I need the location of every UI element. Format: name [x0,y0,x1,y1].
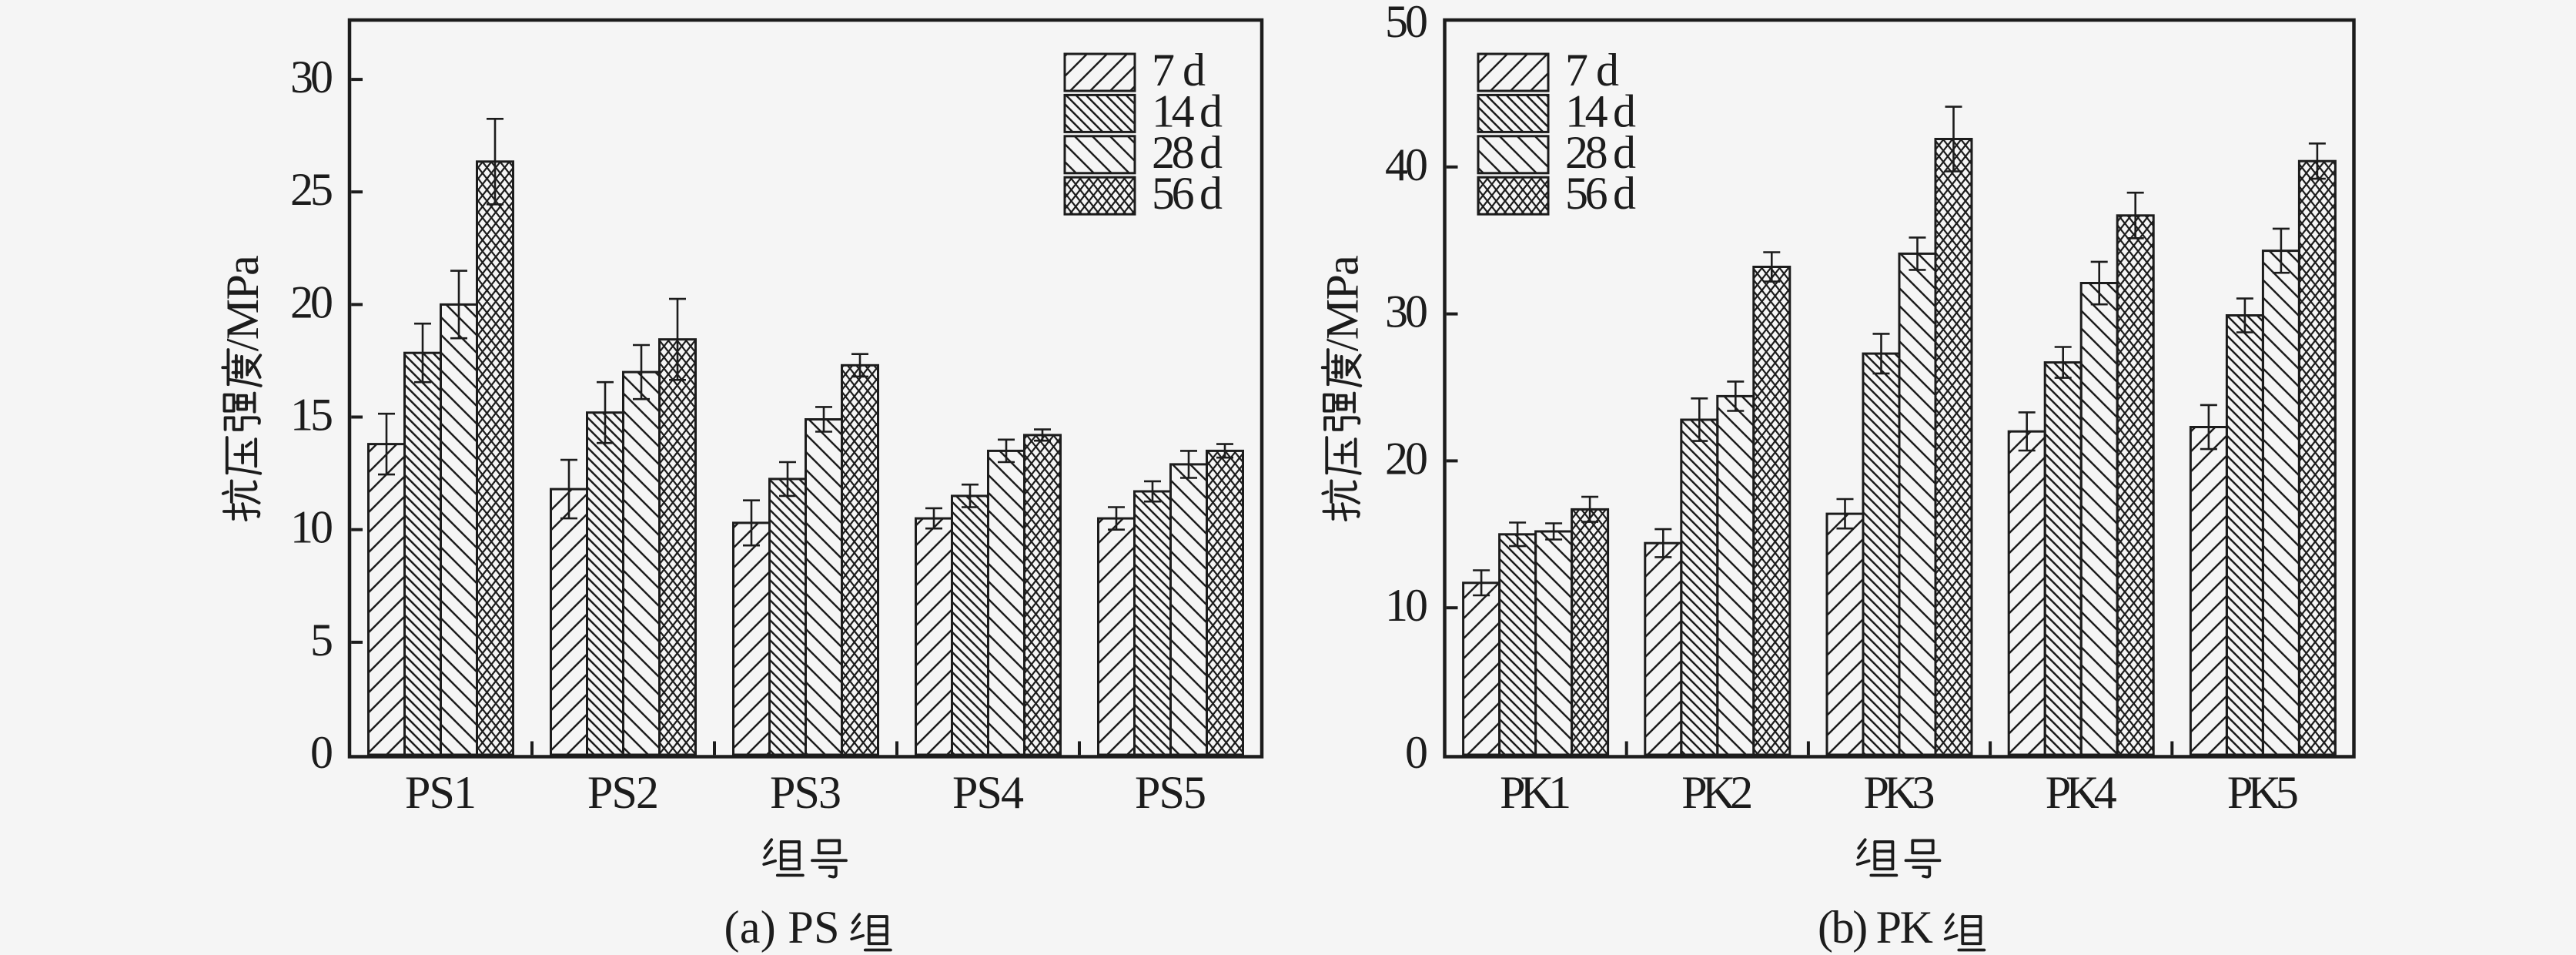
svg-text:14 d: 14 d [1152,85,1223,136]
svg-text:30: 30 [1385,286,1428,337]
svg-text:56 d: 56 d [1152,168,1223,219]
svg-text:7 d: 7 d [1565,45,1619,96]
svg-text:25: 25 [290,164,333,215]
svg-text:0: 0 [1405,727,1428,778]
svg-text:PS1: PS1 [405,767,477,818]
svg-text:14 d: 14 d [1565,85,1636,136]
svg-text:PS3: PS3 [770,767,841,818]
svg-text:PK5: PK5 [2227,767,2299,818]
svg-text:50: 50 [1385,0,1428,47]
svg-text:28 d: 28 d [1152,127,1223,178]
svg-text:20: 20 [290,276,333,327]
svg-text:/MPa: /MPa [1317,255,1368,351]
svg-text:PK3: PK3 [1864,767,1935,818]
svg-text:30: 30 [290,52,333,102]
svg-text:10: 10 [290,502,333,553]
svg-text:PK4: PK4 [2046,767,2117,818]
svg-text:PK1: PK1 [1500,767,1571,818]
svg-text:(a) PS: (a) PS [724,902,840,953]
svg-text:7 d: 7 d [1152,45,1206,96]
svg-text:PS2: PS2 [587,767,659,818]
svg-text:20: 20 [1385,433,1428,484]
svg-text:5: 5 [310,615,333,665]
svg-text:0: 0 [310,727,333,778]
svg-text:28 d: 28 d [1565,127,1636,178]
svg-text:PS4: PS4 [952,767,1024,818]
svg-text:15: 15 [290,390,333,441]
svg-text:10: 10 [1385,580,1428,631]
svg-text:PS5: PS5 [1135,767,1206,818]
svg-text:PK2: PK2 [1681,767,1753,818]
svg-text:(b) PK: (b) PK [1818,902,1933,953]
svg-text:/MPa: /MPa [217,255,268,351]
svg-text:56 d: 56 d [1565,168,1636,219]
svg-text:40: 40 [1385,139,1428,190]
